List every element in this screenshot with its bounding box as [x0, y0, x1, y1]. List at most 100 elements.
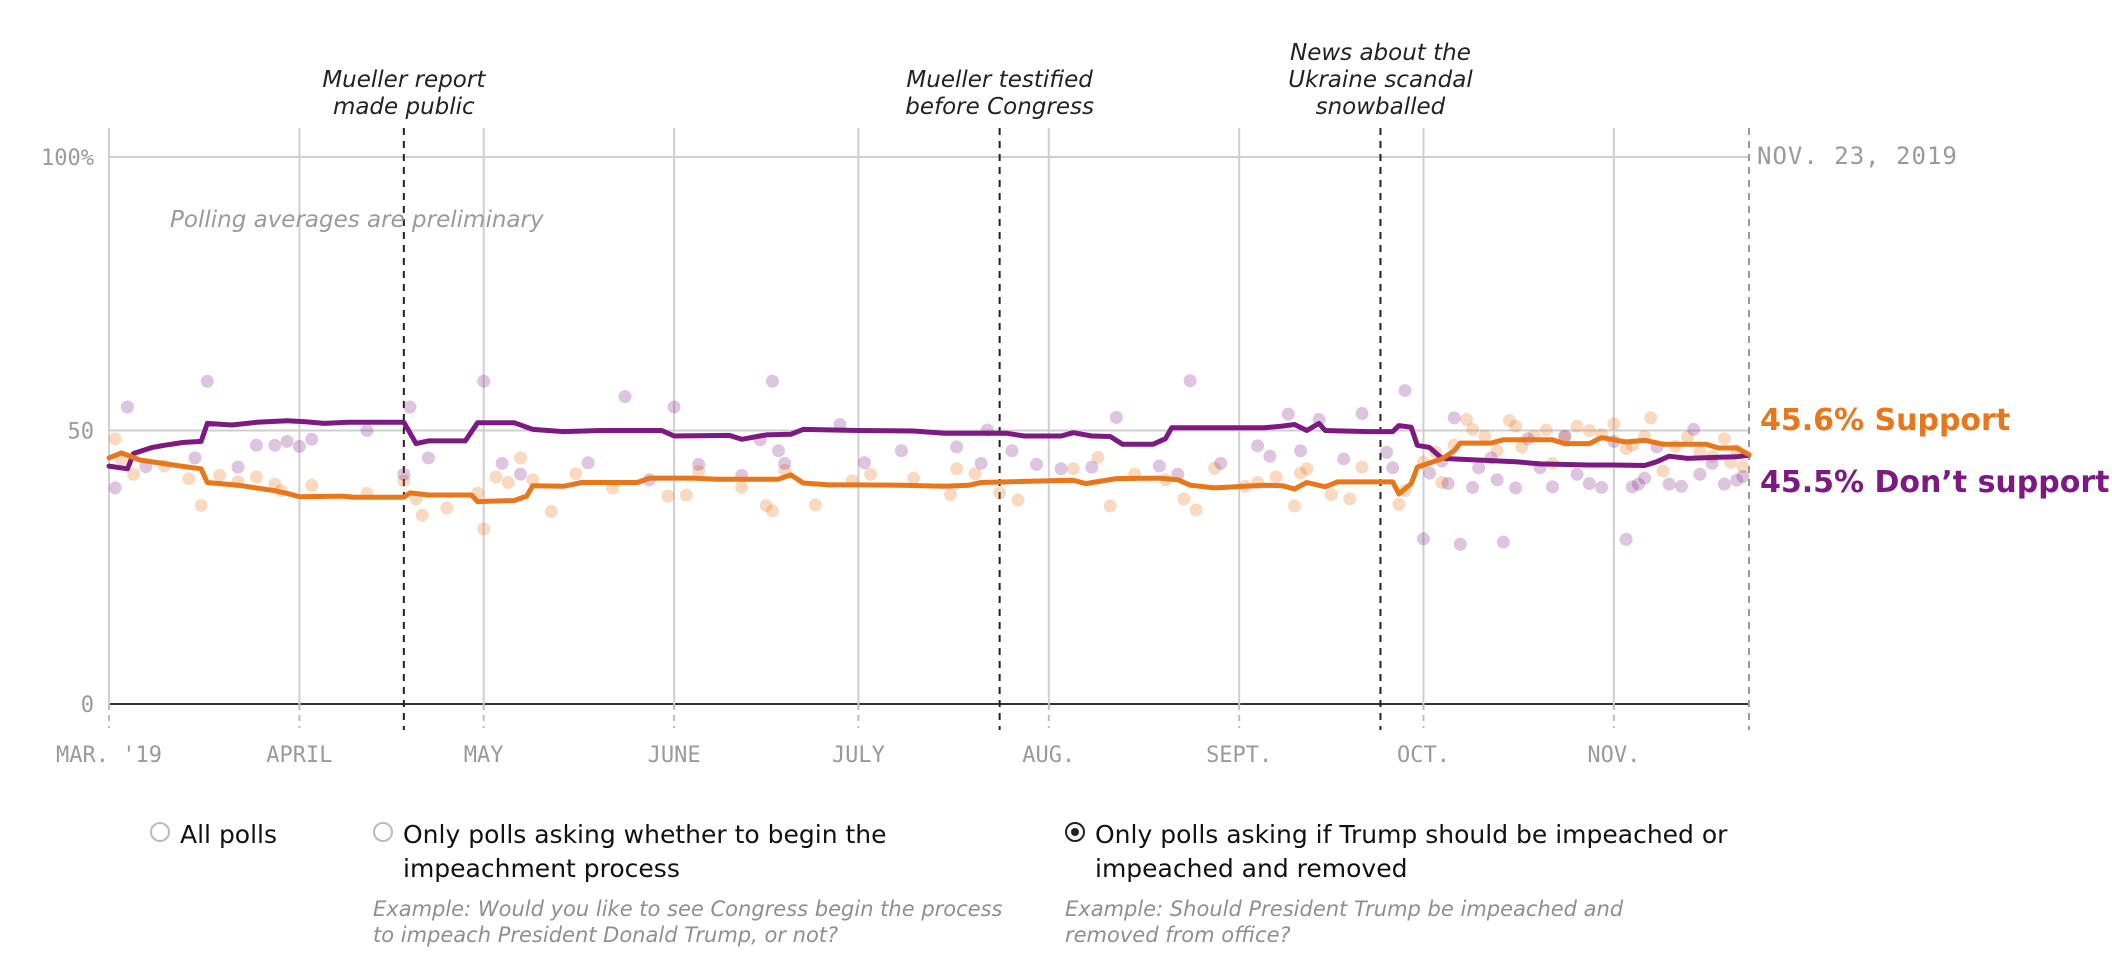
oppose-poll-dot [1054, 462, 1068, 476]
support-poll-dot [1509, 419, 1523, 433]
support-poll-dot [661, 489, 675, 503]
oppose-poll-dot [1447, 411, 1461, 425]
oppose-poll-dot [1662, 477, 1676, 491]
oppose-poll-dot [200, 374, 214, 388]
support-poll-dot [1607, 417, 1621, 431]
oppose-average-line [106, 418, 1752, 472]
x-tick-label-6: SEPT. [1206, 743, 1272, 768]
oppose-poll-dot [1380, 445, 1394, 459]
support-poll-dot [1343, 492, 1357, 506]
current-date-label: NOV. 23, 2019 [1757, 142, 1958, 170]
oppose-poll-dot [618, 390, 632, 404]
radio-impeach-removed[interactable] [1065, 822, 1085, 842]
support-end-label: 45.6% Support [1760, 403, 2010, 438]
oppose-poll-dot [1472, 461, 1486, 475]
oppose-poll-dot [765, 374, 779, 388]
support-poll-dot [1570, 419, 1584, 433]
support-poll-dot [968, 467, 982, 481]
support-poll-dot [1177, 492, 1191, 506]
option-begin-process[interactable]: Only polls asking whether to begin the i… [373, 818, 887, 886]
oppose-poll-dot [305, 432, 319, 446]
oppose-poll-dot [1558, 429, 1572, 443]
support-poll-dot [1294, 466, 1308, 480]
oppose-poll-dot [1545, 480, 1559, 494]
event-label-1-0: Mueller testified [906, 67, 1093, 93]
oppose-poll-dot [1386, 461, 1400, 475]
support-poll-dot [1582, 424, 1596, 437]
option-impeach-example: Example: Should President Trump be impea… [1065, 896, 1623, 948]
oppose-poll-dot [188, 451, 202, 465]
support-poll-dot [249, 470, 263, 484]
oppose-poll-dot [1687, 422, 1701, 436]
support-poll-dot [907, 471, 921, 485]
oppose-poll-dot [1029, 457, 1043, 471]
support-poll-dot [1539, 423, 1553, 437]
support-poll-dot [1619, 442, 1633, 456]
option-impeach-example-line-1: Example: Should President Trump be impea… [1065, 897, 1624, 921]
option-impeach-removed[interactable]: Only polls asking if Trump should be imp… [1065, 818, 1727, 886]
support-poll-dot [1208, 461, 1222, 475]
support-poll-dot [108, 432, 122, 446]
support-poll-dot [1736, 460, 1750, 474]
oppose-poll-dot [280, 434, 294, 448]
support-average-line [106, 435, 1752, 505]
support-poll-dot [1681, 430, 1695, 444]
oppose-poll-dot [120, 400, 134, 414]
x-tick-label-4: JULY [832, 743, 885, 768]
support-poll-dot [1466, 422, 1480, 436]
option-begin-line-2: impeachment process [403, 854, 680, 883]
support-poll-dot [489, 470, 503, 484]
support-poll-dot [268, 477, 282, 491]
x-tick-label-5: AUG. [1022, 743, 1075, 768]
support-poll-dot [514, 451, 528, 465]
support-poll-dot [1287, 499, 1301, 513]
oppose-poll-dot [1509, 481, 1523, 495]
oppose-poll-dot [778, 456, 792, 470]
oppose-poll-dot [1337, 452, 1351, 466]
support-poll-dot [692, 465, 706, 479]
support-poll-dot [1459, 413, 1473, 427]
option-begin-example: Example: Would you like to see Congress … [373, 896, 1002, 948]
option-begin-line-1: Only polls asking whether to begin the [403, 820, 887, 849]
oppose-poll-dot [974, 456, 988, 470]
support-poll-dot [1656, 464, 1670, 478]
radio-begin-process[interactable] [373, 822, 393, 842]
event-label-2-2: snowballed [1316, 94, 1446, 120]
support-poll-dot [305, 478, 319, 492]
oppose-poll-dot [360, 424, 374, 437]
oppose-poll-dot [1730, 473, 1744, 487]
radio-all-polls[interactable] [150, 822, 170, 842]
oppose-poll-dot [692, 457, 706, 471]
average-lines [106, 418, 1752, 505]
support-poll-dot [1490, 444, 1504, 458]
support-poll-dot [440, 501, 454, 515]
option-all-polls[interactable]: All polls [150, 818, 277, 852]
x-tick-label-7: OCT. [1397, 743, 1450, 768]
support-poll-dot [569, 467, 583, 481]
oppose-poll-dot [477, 374, 491, 388]
support-poll-dot [194, 498, 208, 512]
option-begin-example-line-2: to impeach President Donald Trump, or no… [373, 923, 839, 947]
oppose-poll-dot [950, 440, 964, 454]
oppose-poll-dot [581, 456, 595, 470]
support-poll-dot [1392, 497, 1406, 511]
support-poll-dot [1515, 440, 1529, 454]
support-poll-dot [182, 472, 196, 486]
oppose-poll-dot [1619, 532, 1633, 546]
gridlines [108, 128, 1750, 730]
support-poll-dot [735, 480, 749, 494]
oppose-poll-dot [403, 400, 417, 414]
oppose-poll-dot [1631, 477, 1645, 491]
oppose-poll-dot [1109, 410, 1123, 424]
oppose-end-label: 45.5% Don’t support [1760, 465, 2109, 500]
oppose-poll-dot [1263, 449, 1277, 463]
support-poll-dot [415, 508, 429, 522]
oppose-poll-dot [1582, 477, 1596, 491]
oppose-poll-dot [1674, 479, 1688, 493]
support-poll-dot [1011, 493, 1025, 507]
support-poll-dot [501, 475, 515, 489]
support-poll-dot [1435, 475, 1449, 489]
oppose-poll-dot [1005, 444, 1019, 458]
